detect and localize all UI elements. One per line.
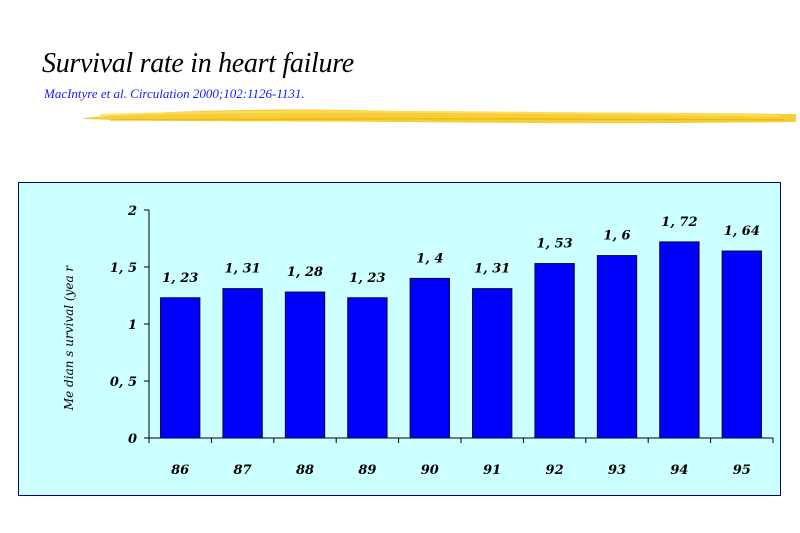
x-category-label: 94 (670, 463, 688, 478)
bar (222, 288, 263, 439)
x-category-label: 90 (421, 463, 439, 478)
chart-panel: 0 0, 5 1 1, 5 2 1, 23 1, 31 1, 28 1, 23 1, 4 1, 3… (18, 182, 781, 496)
data-label: 1, 64 (724, 224, 760, 239)
bar (284, 291, 326, 439)
y-axis-title: Me dian s urvival (yea r (62, 265, 76, 412)
highlight-brush-stroke (84, 109, 796, 124)
data-labels-group: 1, 23 1, 31 1, 28 1, 23 1, 4 1, 31 1, 53 1, 6 1,… (162, 215, 760, 286)
x-category-label: 92 (546, 463, 564, 478)
x-category-label: 89 (358, 463, 376, 478)
bar (659, 241, 700, 439)
data-label: 1, 72 (661, 215, 697, 230)
data-label: 1, 23 (349, 271, 385, 286)
citation-text: MacIntyre et al. Circulation 2000;102:11… (44, 86, 305, 101)
y-tick-label: 1 (128, 318, 137, 333)
bars-group (160, 241, 762, 439)
y-tick-label: 1, 5 (110, 261, 137, 276)
data-label: 1, 31 (474, 262, 510, 277)
bar (347, 297, 388, 439)
y-tick-label: 2 (127, 204, 137, 219)
data-label: 1, 4 (416, 251, 443, 266)
data-label: 1, 23 (162, 271, 198, 286)
data-label: 1, 31 (224, 262, 260, 277)
x-category-label: 95 (733, 463, 751, 478)
bar (534, 263, 575, 439)
data-label: 1, 53 (536, 237, 572, 252)
x-category-label: 91 (483, 463, 501, 478)
data-label: 1, 28 (287, 265, 323, 280)
x-category-label: 88 (296, 463, 314, 478)
x-category-label: 87 (234, 463, 252, 478)
y-tick-label: 0 (128, 432, 137, 447)
data-label: 1, 6 (603, 229, 630, 244)
bar (721, 250, 762, 439)
bar-chart: 0 0, 5 1 1, 5 2 1, 23 1, 31 1, 28 1, 23 1, 4 1, 3… (62, 204, 774, 478)
slide-title: Survival rate in heart failure (42, 48, 354, 79)
bar (472, 288, 513, 439)
x-category-label: 93 (608, 463, 626, 478)
x-category-label: 86 (171, 463, 189, 478)
x-categories-group: 86 87 88 89 90 91 92 93 94 95 (171, 463, 751, 478)
bar (160, 297, 201, 439)
y-tick-label: 0, 5 (110, 375, 137, 390)
bar (409, 277, 450, 439)
bar (596, 255, 638, 439)
y-ticks-group: 0 0, 5 1 1, 5 2 (110, 204, 149, 447)
